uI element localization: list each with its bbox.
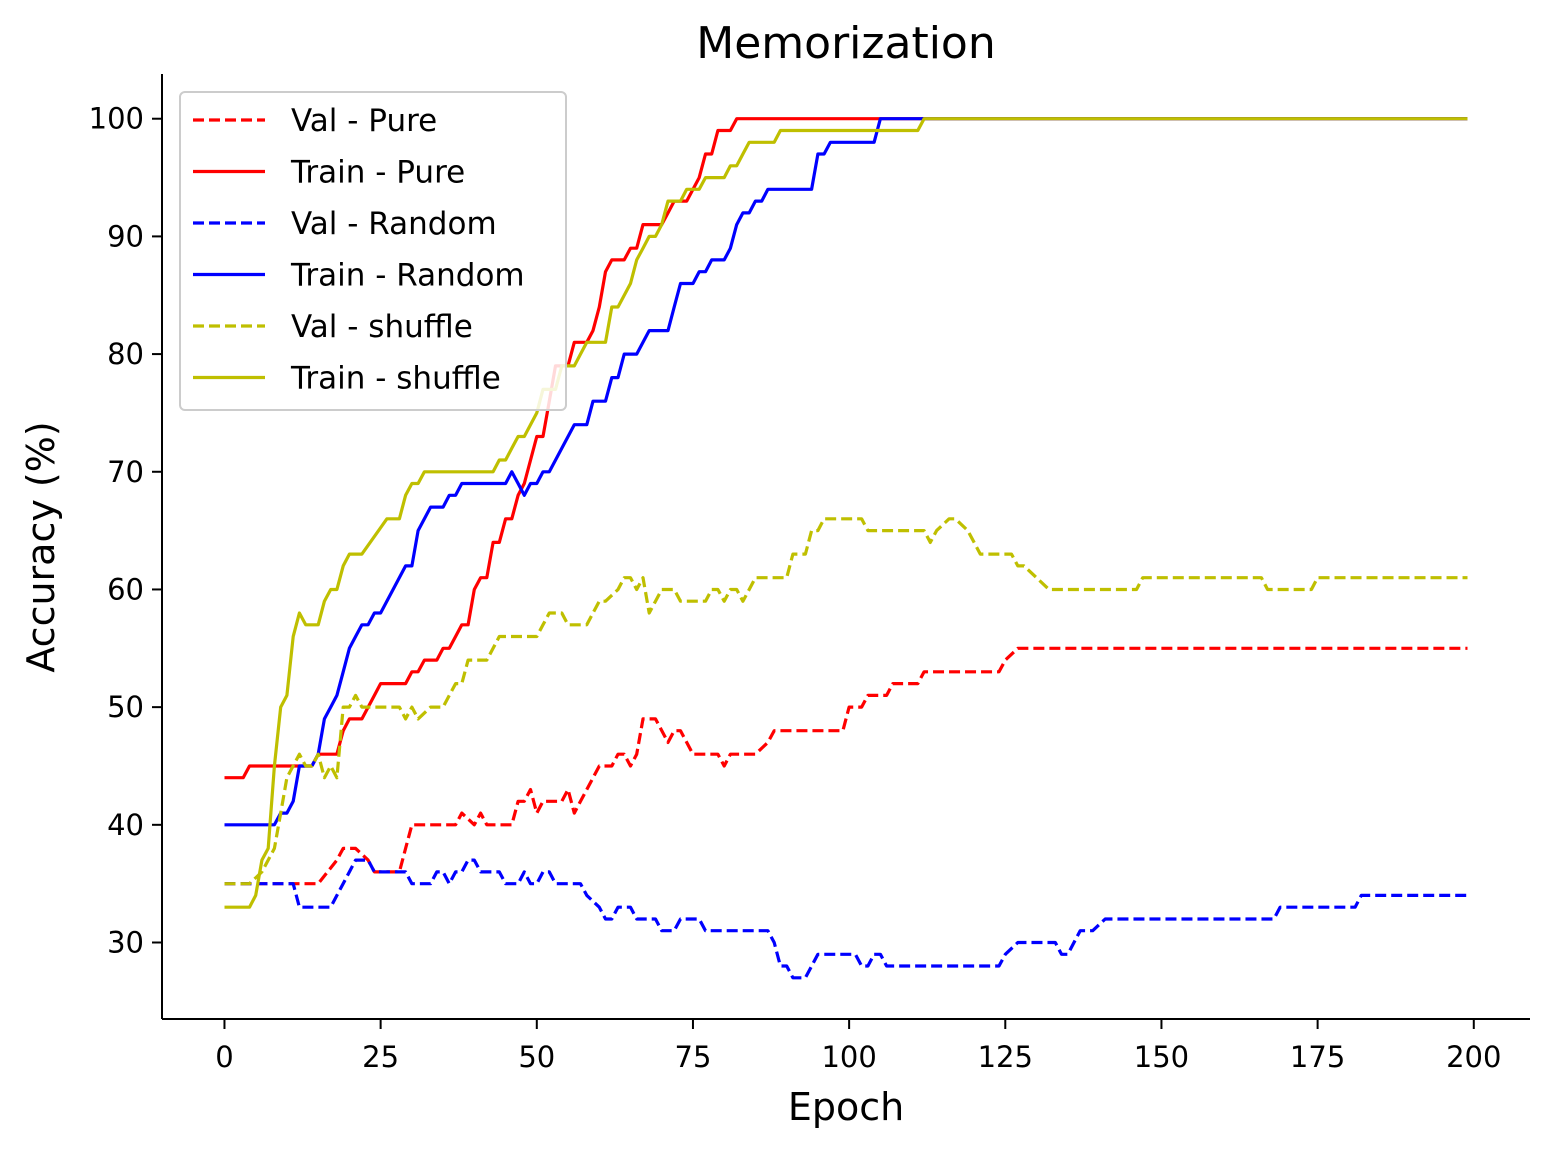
x-tick-label: 25 xyxy=(362,1040,399,1074)
legend-label-train-random: Train - Random xyxy=(290,258,525,294)
series-line-train-random xyxy=(224,117,1468,827)
legend: Val - Pure Train - Pure Val - Random Train … xyxy=(179,91,567,411)
series-line-train-pure xyxy=(224,117,1468,780)
y-tick-label: 70 xyxy=(107,455,144,489)
y-tick-label: 60 xyxy=(107,572,144,606)
x-tick-label: 200 xyxy=(1446,1040,1501,1074)
legend-label-train-pure: Train - Pure xyxy=(290,155,465,191)
y-tick-label: 100 xyxy=(89,102,144,136)
y-axis-label: Accuracy (%) xyxy=(19,421,63,672)
x-ticks: 0 25 50 75 100 125 150 175 200 xyxy=(215,1019,1501,1074)
series-line-val-shuffle xyxy=(224,517,1468,886)
x-tick-label: 50 xyxy=(518,1040,555,1074)
x-tick-label: 75 xyxy=(675,1040,712,1074)
x-tick-label: 175 xyxy=(1290,1040,1345,1074)
legend-label-val-shuffle: Val - shuffle xyxy=(291,309,473,345)
series-line-train-shuffle xyxy=(224,117,1468,909)
legend-label-train-shuffle: Train - shuffle xyxy=(290,361,501,397)
x-axis-label: Epoch xyxy=(788,1085,904,1129)
series-line-val-pure xyxy=(224,646,1468,886)
x-tick-label: 150 xyxy=(1134,1040,1189,1074)
y-tick-label: 30 xyxy=(107,926,144,960)
legend-box xyxy=(179,91,567,411)
legend-label-val-pure: Val - Pure xyxy=(291,103,437,139)
y-tick-label: 50 xyxy=(107,690,144,724)
y-ticks: 30 40 50 60 70 80 90 100 xyxy=(89,102,162,960)
y-tick-label: 90 xyxy=(107,219,144,253)
y-tick-label: 40 xyxy=(107,808,144,842)
x-tick-label: 100 xyxy=(821,1040,876,1074)
x-tick-label: 0 xyxy=(215,1040,233,1074)
series-line-val-random xyxy=(224,858,1468,980)
x-tick-label: 125 xyxy=(978,1040,1033,1074)
y-tick-label: 80 xyxy=(107,337,144,371)
plot-lines xyxy=(224,117,1468,980)
chart-title: Memorization xyxy=(696,18,995,69)
legend-label-val-random: Val - Random xyxy=(291,206,497,242)
